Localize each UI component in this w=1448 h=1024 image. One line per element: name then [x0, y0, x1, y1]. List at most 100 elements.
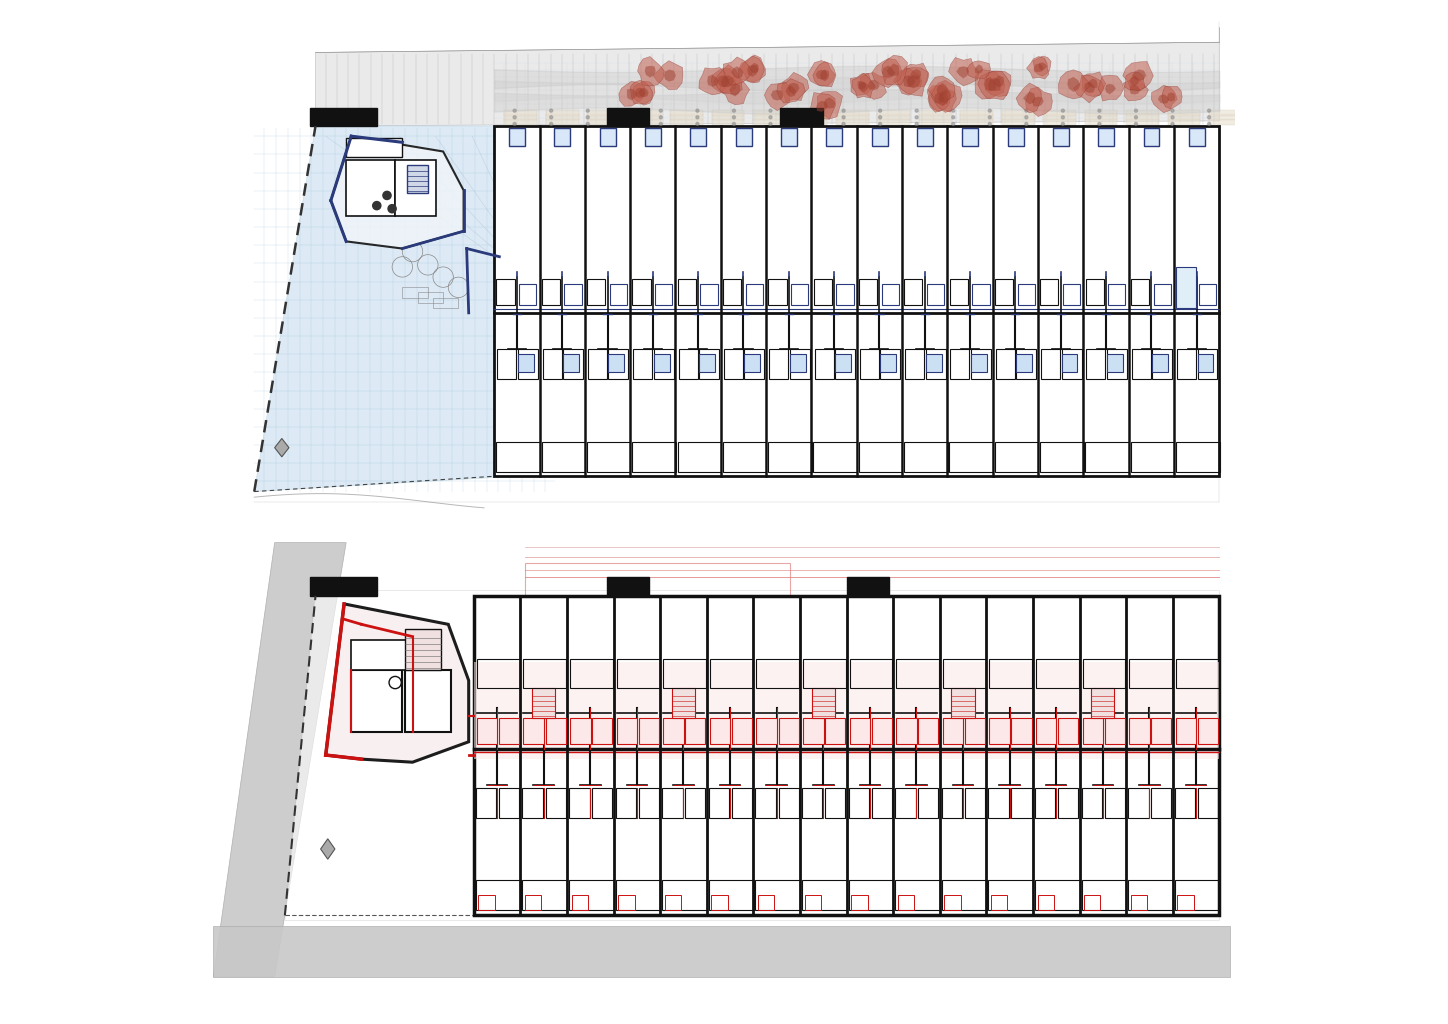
Bar	[546, 119, 579, 125]
Bar	[572, 895, 588, 910]
Bar	[523, 880, 568, 910]
Polygon shape	[1098, 75, 1124, 101]
Bar	[753, 119, 786, 125]
Circle shape	[586, 116, 589, 119]
Circle shape	[769, 116, 772, 119]
Bar	[1016, 348, 1037, 379]
Circle shape	[696, 123, 699, 126]
Bar	[769, 280, 786, 305]
Bar	[849, 880, 893, 910]
Polygon shape	[738, 56, 765, 83]
Polygon shape	[906, 75, 921, 88]
Bar	[1086, 441, 1129, 472]
Bar	[608, 353, 624, 372]
Bar	[1177, 895, 1193, 910]
Bar	[877, 115, 911, 121]
Bar	[1209, 110, 1242, 116]
Circle shape	[951, 110, 954, 113]
Bar	[835, 110, 869, 116]
Bar	[850, 659, 892, 688]
Bar	[779, 718, 798, 743]
Bar	[919, 119, 951, 125]
Bar	[1189, 128, 1205, 146]
Bar	[815, 348, 834, 379]
Bar	[1082, 787, 1102, 818]
Circle shape	[659, 123, 662, 126]
Bar	[653, 348, 673, 379]
Bar	[918, 787, 938, 818]
Bar	[571, 718, 591, 743]
Bar	[1002, 110, 1034, 116]
Bar	[1151, 718, 1171, 743]
Polygon shape	[1025, 87, 1053, 117]
Bar	[476, 880, 521, 910]
Bar	[960, 110, 993, 116]
Bar	[723, 441, 766, 472]
Bar	[1209, 119, 1242, 125]
Bar	[989, 718, 1009, 743]
Bar	[835, 353, 851, 372]
Polygon shape	[975, 70, 1005, 99]
Polygon shape	[886, 63, 899, 76]
Bar	[628, 119, 662, 125]
Polygon shape	[938, 92, 948, 105]
Bar	[744, 348, 765, 379]
Circle shape	[951, 116, 954, 119]
Bar	[1129, 659, 1171, 688]
Polygon shape	[770, 90, 783, 100]
Polygon shape	[1087, 79, 1098, 88]
Polygon shape	[1151, 85, 1177, 113]
Circle shape	[805, 123, 808, 126]
Circle shape	[372, 202, 381, 210]
Bar	[960, 119, 993, 125]
Bar	[710, 659, 753, 688]
Bar	[964, 718, 985, 743]
Bar	[1085, 115, 1118, 121]
Circle shape	[843, 116, 846, 119]
Polygon shape	[859, 73, 888, 99]
Bar	[925, 353, 941, 372]
Polygon shape	[893, 69, 922, 95]
Bar	[1085, 110, 1118, 116]
Bar	[1085, 895, 1100, 910]
Circle shape	[915, 123, 918, 126]
Circle shape	[1171, 110, 1174, 113]
Polygon shape	[765, 82, 791, 111]
Bar	[896, 659, 940, 688]
Bar	[417, 293, 443, 303]
Bar	[825, 787, 846, 818]
Bar	[497, 348, 517, 379]
Polygon shape	[850, 74, 875, 95]
Circle shape	[988, 110, 992, 113]
Bar	[1106, 348, 1127, 379]
Bar	[860, 348, 879, 379]
Bar	[744, 353, 760, 372]
Bar	[1098, 128, 1114, 146]
Bar	[789, 353, 805, 372]
Bar	[497, 441, 540, 472]
Bar	[407, 165, 427, 194]
Bar	[1040, 280, 1058, 305]
Bar	[500, 718, 518, 743]
Bar	[943, 718, 963, 743]
Bar	[835, 115, 869, 121]
Bar	[546, 787, 566, 818]
Bar	[710, 787, 730, 818]
Bar	[699, 353, 715, 372]
Polygon shape	[275, 438, 290, 457]
Polygon shape	[330, 136, 463, 249]
Circle shape	[915, 110, 918, 113]
Bar	[1128, 787, 1148, 818]
Bar	[433, 298, 459, 308]
Bar	[1151, 787, 1171, 818]
Polygon shape	[730, 83, 740, 96]
Bar	[972, 348, 990, 379]
Bar	[880, 348, 901, 379]
Circle shape	[550, 116, 553, 119]
Bar	[1035, 718, 1057, 743]
Bar	[569, 880, 614, 910]
Bar	[599, 128, 615, 146]
Bar	[670, 110, 702, 116]
Bar	[895, 880, 940, 910]
Bar	[685, 718, 705, 743]
